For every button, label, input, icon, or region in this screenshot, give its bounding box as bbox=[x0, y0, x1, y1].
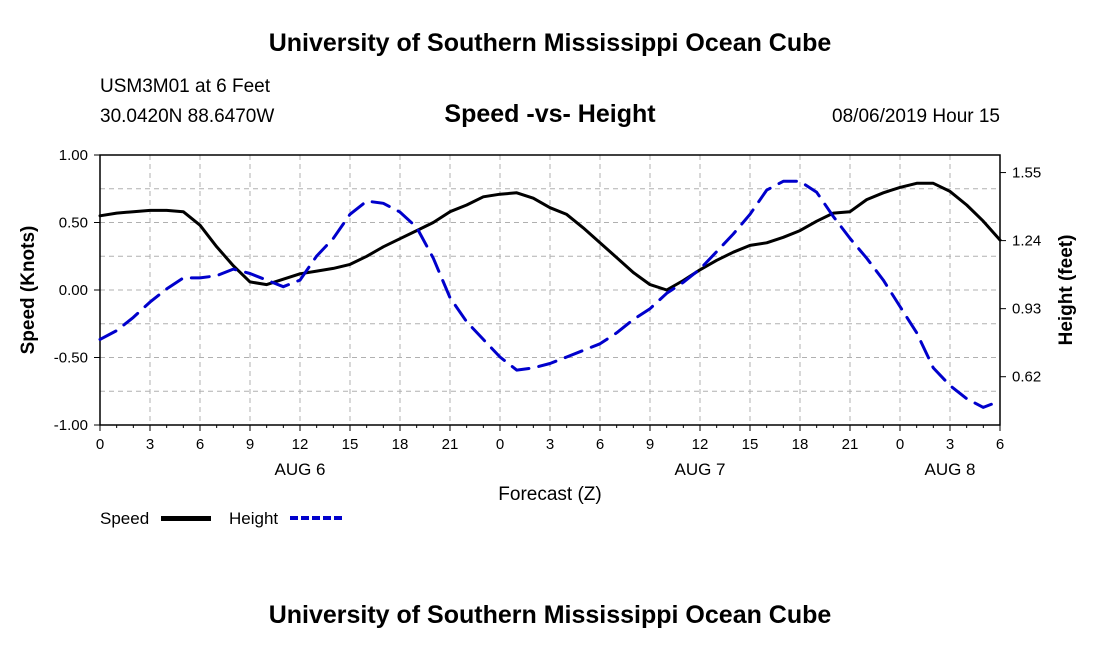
y2-tick-label: 0.62 bbox=[1012, 369, 1041, 386]
day-label: AUG 8 bbox=[924, 460, 975, 479]
x-tick-label: 21 bbox=[442, 436, 459, 453]
plot-frame bbox=[99, 154, 1001, 426]
legend-speed-swatch bbox=[161, 516, 211, 521]
y-axis-title: Speed (Knots) bbox=[18, 226, 39, 355]
y-tick-label: 0.00 bbox=[59, 282, 88, 299]
x-tick-label: 18 bbox=[392, 436, 409, 453]
legend-height-swatch bbox=[290, 516, 342, 520]
y2-tick-label: 1.55 bbox=[1012, 165, 1041, 182]
x-tick-label: 6 bbox=[196, 436, 204, 453]
day-label: AUG 7 bbox=[674, 460, 725, 479]
x-tick-label: 15 bbox=[742, 436, 759, 453]
x-tick-label: 6 bbox=[596, 436, 604, 453]
y2-tick-label: 0.93 bbox=[1012, 301, 1041, 318]
footer-title: University of Southern Mississippi Ocean… bbox=[268, 601, 832, 629]
y-tick-label: -0.50 bbox=[54, 350, 88, 367]
y-tick-label: 1.00 bbox=[59, 147, 88, 164]
x-tick-label: 18 bbox=[792, 436, 809, 453]
legend-speed-label: Speed bbox=[100, 509, 150, 528]
x-tick-label: 3 bbox=[146, 436, 154, 453]
x-tick-label: 6 bbox=[996, 436, 1004, 453]
x-tick-label: 12 bbox=[292, 436, 309, 453]
station-label: USM3M01 at 6 Feet bbox=[100, 76, 271, 97]
x-tick-label: 15 bbox=[342, 436, 359, 453]
speed-series-line bbox=[98, 181, 1002, 292]
y2-tick-label: 1.24 bbox=[1012, 233, 1041, 250]
height-series-line bbox=[98, 179, 1002, 409]
x-axis-title: Forecast (Z) bbox=[498, 484, 601, 505]
y-tick-label: 0.50 bbox=[59, 215, 88, 232]
x-tick-label: 0 bbox=[896, 436, 904, 453]
x-tick-label: 12 bbox=[692, 436, 709, 453]
x-tick-label: 0 bbox=[96, 436, 104, 453]
legend-height-label: Height bbox=[229, 509, 279, 528]
x-tick-label: 3 bbox=[546, 436, 554, 453]
x-tick-label: 9 bbox=[246, 436, 254, 453]
y-tick-label: -1.00 bbox=[54, 417, 88, 434]
chart-title: Speed -vs- Height bbox=[444, 100, 656, 128]
y2-axis-title: Height (feet) bbox=[1056, 235, 1077, 346]
x-tick-label: 9 bbox=[646, 436, 654, 453]
page-title: University of Southern Mississippi Ocean… bbox=[268, 29, 832, 57]
x-tick-label: 21 bbox=[842, 436, 859, 453]
coordinates-label: 30.0420N 88.6470W bbox=[100, 106, 275, 127]
x-tick-label: 0 bbox=[496, 436, 504, 453]
day-label: AUG 6 bbox=[274, 460, 325, 479]
forecast-datetime: 08/06/2019 Hour 15 bbox=[832, 106, 1000, 127]
x-tick-label: 3 bbox=[946, 436, 954, 453]
